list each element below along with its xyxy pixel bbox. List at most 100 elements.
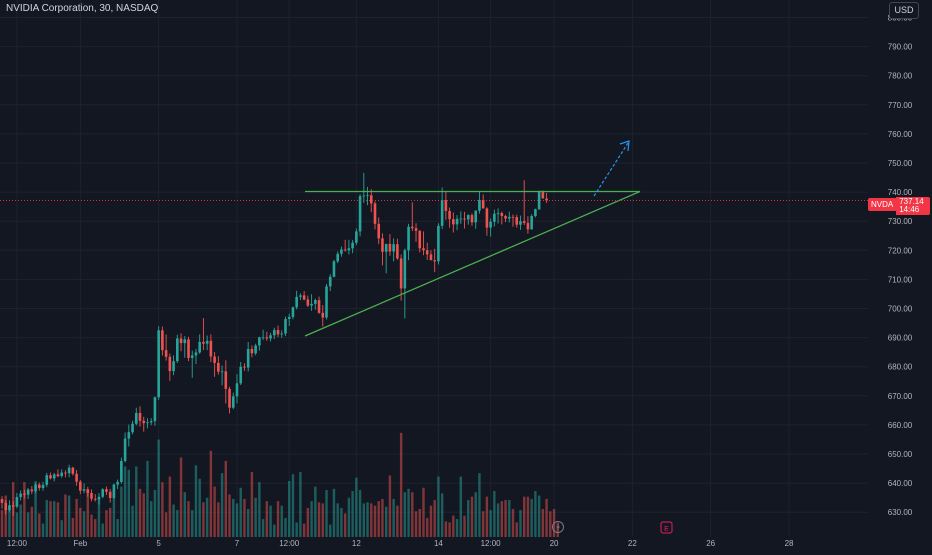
candle-body — [45, 475, 49, 485]
candle — [403, 248, 407, 319]
time-tick-label: 28 — [785, 539, 794, 548]
candle — [90, 489, 93, 502]
lightning-marker[interactable] — [552, 521, 564, 533]
earnings-marker[interactable]: E — [660, 521, 673, 534]
candle-body — [474, 210, 478, 223]
candle — [15, 492, 19, 509]
price-axis[interactable]: 800.00790.00780.00770.00760.00750.00740.… — [868, 0, 932, 550]
candle — [530, 214, 533, 230]
volume-bar — [411, 492, 414, 537]
candle-body — [19, 493, 22, 498]
candle-body — [272, 330, 276, 336]
time-tick-label: 22 — [628, 539, 637, 548]
candle-body — [64, 472, 67, 474]
candle-body — [101, 489, 105, 497]
price-tick-label: 740.00 — [888, 188, 913, 197]
candle-body — [0, 499, 4, 503]
currency-button[interactable]: USD — [889, 2, 919, 19]
candle — [153, 396, 157, 426]
candle — [284, 316, 287, 337]
candle — [79, 479, 82, 495]
time-tick-label: 12:00 — [7, 539, 28, 548]
candle-body — [336, 253, 339, 262]
candle-body — [463, 218, 466, 220]
volume-bar — [108, 507, 112, 537]
candle — [470, 213, 474, 226]
time-tick-label: 7 — [235, 539, 240, 548]
candle-body — [340, 249, 343, 254]
volume-bars — [0, 432, 559, 537]
candle — [38, 482, 41, 491]
candle — [272, 327, 276, 340]
candle — [123, 432, 127, 463]
candle — [235, 374, 239, 404]
candle-body — [519, 221, 522, 225]
candle — [30, 486, 34, 495]
candle-body — [534, 209, 537, 216]
volume-bar — [187, 501, 190, 537]
volume-bar — [220, 473, 224, 537]
volume-bar — [265, 501, 269, 537]
volume-bar — [467, 500, 470, 537]
candle-body — [123, 438, 127, 461]
time-tick-label: 12:00 — [481, 539, 502, 548]
volume-bar — [440, 493, 444, 537]
candle-body — [179, 338, 183, 344]
candle — [172, 355, 175, 376]
volume-bar — [34, 481, 37, 537]
candle-body — [407, 226, 410, 251]
price-tick-label: 630.00 — [888, 508, 913, 517]
candle-body — [97, 496, 101, 500]
candle-body — [112, 484, 116, 498]
symbol-title[interactable]: NVIDIA Corporation, 30, NASDAQ — [6, 3, 159, 14]
candle-body — [526, 222, 530, 230]
candle — [336, 251, 339, 264]
candle-body — [328, 276, 332, 287]
candle-body — [261, 337, 265, 339]
candle — [459, 211, 463, 224]
candle — [243, 363, 246, 371]
volume-bar — [347, 497, 351, 537]
volume-bar — [291, 474, 295, 537]
price-tick-label: 690.00 — [888, 334, 913, 343]
candle-body — [496, 213, 500, 214]
candle-body — [276, 330, 280, 335]
volume-bar — [213, 486, 216, 537]
candle-body — [358, 196, 362, 232]
candle — [504, 214, 507, 223]
volume-bar — [429, 505, 433, 537]
candle — [138, 406, 142, 427]
candle — [120, 457, 123, 484]
price-tag-value: 737.14 14:46 — [896, 197, 930, 215]
volume-bar — [426, 517, 429, 537]
breakout-arrow-line[interactable] — [593, 142, 629, 197]
volume-bar — [336, 503, 339, 537]
volume-bar — [135, 466, 138, 537]
candle-body — [470, 215, 474, 223]
candle-body — [317, 300, 321, 313]
volume-bar — [496, 503, 500, 537]
price-tag-symbol: NVDA — [868, 198, 897, 211]
candle — [515, 214, 519, 228]
time-axis[interactable]: 12:00 Feb 5 7 12:00 12 14 12:00 20 22 26 28 — [7, 539, 794, 548]
candle-body — [11, 505, 15, 507]
candle — [112, 483, 116, 499]
candle — [8, 500, 11, 513]
candle-body — [239, 366, 243, 384]
candle — [220, 365, 224, 386]
volume-bar — [45, 500, 48, 537]
candle-body — [411, 226, 414, 229]
volume-bar — [545, 498, 548, 537]
candle — [299, 293, 302, 301]
candle-body — [269, 335, 272, 339]
candle — [396, 238, 399, 260]
candle — [295, 290, 298, 310]
candle-body — [440, 200, 444, 226]
candle — [261, 329, 265, 340]
price-tag-countdown: 14:46 — [899, 205, 920, 214]
candle-body — [418, 230, 422, 249]
volume-bar — [0, 510, 4, 537]
support-trendline[interactable] — [304, 190, 641, 337]
